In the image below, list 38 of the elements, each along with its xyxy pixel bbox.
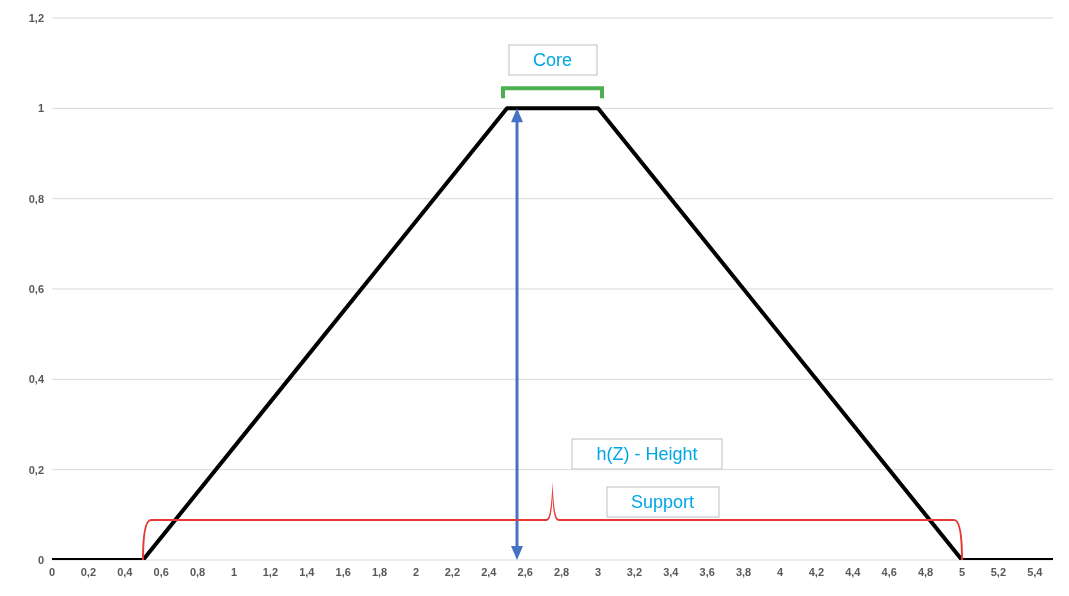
- annotation: Support: [605, 486, 720, 518]
- x-tick-label: 1,8: [371, 565, 388, 578]
- x-tick-label: 4,6: [881, 565, 897, 578]
- x-tick-label: 2,4: [481, 565, 498, 578]
- x-tick-label: 1,6: [335, 565, 351, 578]
- x-tick-label: 0,6: [153, 565, 169, 578]
- x-tick-label: 0: [48, 565, 56, 578]
- y-tick-label: 0: [37, 553, 44, 566]
- x-tick-label: 5,2: [990, 565, 1007, 578]
- x-tick-label: 4: [776, 565, 784, 578]
- annotation: Core: [507, 44, 598, 76]
- x-tick-label: 4,2: [808, 565, 825, 578]
- x-tick-label: 1,2: [262, 565, 279, 578]
- x-tick-label: 3: [594, 565, 602, 578]
- x-tick-label: 4,4: [845, 565, 862, 578]
- y-tick-label: 0,2: [28, 463, 44, 476]
- x-tick-label: 2: [412, 565, 420, 578]
- x-tick-label: 0,8: [189, 565, 206, 578]
- x-tick-label: 0,4: [117, 565, 134, 578]
- x-tick-label: 5: [958, 565, 966, 578]
- annotation: h(Z) - Height: [571, 438, 723, 470]
- y-tick-label: 1: [37, 102, 44, 115]
- x-tick-label: 1: [230, 565, 238, 578]
- x-tick-label: 3,6: [699, 565, 715, 578]
- y-tick-label: 0,6: [28, 282, 44, 295]
- y-tick-label: 0,8: [28, 192, 44, 205]
- x-tick-label: 3,4: [663, 565, 680, 578]
- x-tick-label: 3,2: [626, 565, 643, 578]
- x-tick-label: 2,2: [444, 565, 461, 578]
- x-tick-label: 3,8: [735, 565, 752, 578]
- x-tick-label: 2,6: [517, 565, 533, 578]
- y-tick-label: 1,2: [28, 11, 44, 24]
- x-tick-label: 2,8: [553, 565, 570, 578]
- y-tick-label: 0,4: [28, 373, 45, 386]
- x-tick-label: 0,2: [80, 565, 97, 578]
- x-tick-label: 5,4: [1027, 565, 1044, 578]
- x-tick-label: 4,8: [917, 565, 934, 578]
- x-tick-label: 1,4: [299, 565, 316, 578]
